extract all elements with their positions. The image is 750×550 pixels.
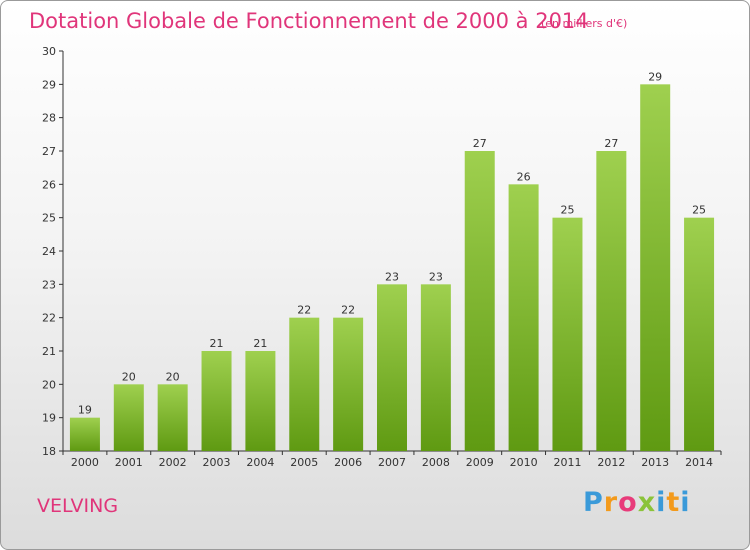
y-tick-label: 29 <box>42 78 56 91</box>
bar <box>333 317 364 451</box>
x-tick-label: 2002 <box>159 456 187 469</box>
bar <box>552 217 583 451</box>
data-label: 20 <box>166 370 180 383</box>
y-tick-label: 30 <box>42 45 56 58</box>
bar <box>508 184 539 452</box>
bar <box>113 384 144 451</box>
data-label: 23 <box>429 270 443 283</box>
data-label: 27 <box>604 137 618 150</box>
x-tick-label: 2012 <box>597 456 625 469</box>
bar <box>69 417 100 451</box>
bar <box>684 217 715 451</box>
y-tick-label: 27 <box>42 145 56 158</box>
y-tick-label: 19 <box>42 412 56 425</box>
x-tick-label: 2008 <box>422 456 450 469</box>
data-label: 21 <box>253 337 267 350</box>
x-tick-label: 2005 <box>290 456 318 469</box>
bar <box>245 351 276 451</box>
data-label: 25 <box>560 204 574 217</box>
x-tick-label: 2004 <box>246 456 274 469</box>
x-tick-label: 2014 <box>685 456 713 469</box>
bar <box>596 151 627 451</box>
x-tick-label: 2006 <box>334 456 362 469</box>
bar <box>640 84 671 451</box>
data-label: 27 <box>473 137 487 150</box>
x-tick-label: 2011 <box>553 456 581 469</box>
bar <box>464 151 495 451</box>
x-tick-label: 2013 <box>641 456 669 469</box>
y-tick-label: 24 <box>42 245 56 258</box>
data-label: 22 <box>297 304 311 317</box>
data-label: 20 <box>122 370 136 383</box>
y-tick-label: 28 <box>42 112 56 125</box>
y-tick-label: 26 <box>42 178 56 191</box>
proxiti-logo: Proxiti <box>583 487 691 518</box>
data-label: 22 <box>341 304 355 317</box>
data-label: 29 <box>648 70 662 83</box>
y-tick-label: 25 <box>42 212 56 225</box>
y-tick-label: 20 <box>42 378 56 391</box>
city-name: VELVING <box>37 495 119 517</box>
bar <box>377 284 407 451</box>
x-tick-label: 2000 <box>71 456 99 469</box>
chart-subtitle: (en milliers d'€) <box>541 17 628 30</box>
data-label: 23 <box>385 270 399 283</box>
x-tick-label: 2007 <box>378 456 406 469</box>
x-tick-label: 2010 <box>510 456 538 469</box>
bar <box>157 384 188 451</box>
bar <box>420 284 451 451</box>
y-tick-label: 21 <box>42 345 56 358</box>
x-tick-label: 2001 <box>115 456 143 469</box>
y-tick-label: 23 <box>42 278 56 291</box>
x-tick-label: 2009 <box>466 456 494 469</box>
y-tick-label: 22 <box>42 312 56 325</box>
bar <box>289 317 320 451</box>
data-label: 26 <box>517 170 531 183</box>
data-label: 25 <box>692 204 706 217</box>
x-tick-label: 2003 <box>203 456 231 469</box>
data-label: 21 <box>210 337 224 350</box>
chart-title: Dotation Globale de Fonctionnement de 20… <box>29 9 589 33</box>
bar <box>201 351 232 451</box>
y-tick-label: 18 <box>42 445 56 458</box>
data-label: 19 <box>78 404 92 417</box>
